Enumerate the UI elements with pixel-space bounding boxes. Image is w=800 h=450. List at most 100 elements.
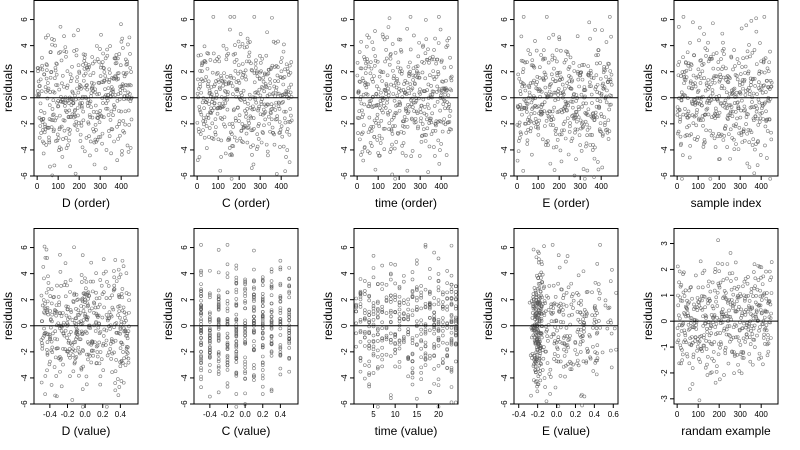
data-point [764,109,768,114]
data-point [389,393,393,397]
data-point [370,144,374,148]
data-point [573,127,578,132]
y-tick-label: 6 [500,245,509,250]
data-point [738,90,742,94]
y-tick-label: -2 [20,348,29,356]
data-point [87,65,92,69]
data-point [258,93,263,98]
data-point [413,120,418,124]
data-point [423,330,428,334]
data-point [436,70,440,74]
data-point [397,316,402,320]
data-point [683,288,688,293]
data-point [118,315,122,320]
data-point [749,287,754,291]
data-point [260,279,265,283]
data-point [449,65,453,69]
data-point [543,85,548,90]
data-point [682,294,687,298]
data-point [538,372,542,376]
data-point [558,359,563,364]
data-point [553,339,557,343]
data-point [546,60,551,65]
data-point [518,92,523,96]
data-point [284,62,289,67]
data-point [446,130,451,134]
data-point [590,133,594,137]
data-point [381,110,385,115]
data-point [727,103,732,108]
data-point [762,15,767,19]
data-point [716,67,720,71]
data-point [208,369,212,373]
y-tick-label: -2 [340,120,349,128]
data-point [112,287,117,291]
x-tick-label: 0.4 [275,410,287,419]
data-point [749,290,754,295]
data-point [419,332,423,336]
data-point [389,271,393,276]
data-point [95,350,100,354]
x-tick-label: 300 [734,182,748,191]
y-tick-label: 6 [340,17,349,22]
data-point [454,326,458,331]
data-point [544,119,549,123]
data-point [59,95,63,99]
data-point [758,41,762,45]
data-point [249,68,254,72]
data-point [556,337,560,342]
data-point [593,145,597,150]
data-point [254,100,258,105]
data-point [408,60,412,65]
data-point [552,66,556,71]
data-point [419,110,423,115]
data-point [82,294,87,299]
data-point [47,117,52,121]
data-point [423,243,428,247]
data-point [441,89,445,94]
data-point [584,111,589,115]
data-point [113,258,118,262]
data-point [680,348,684,352]
data-point [65,283,69,288]
data-point [570,136,575,141]
data-point [712,136,717,141]
data-point [402,301,406,305]
data-point [371,266,376,270]
data-point [704,339,708,343]
data-point [690,86,695,91]
data-point [707,296,711,301]
data-point [739,371,744,376]
data-point [278,326,283,331]
data-point [756,139,760,143]
data-point [734,276,738,281]
data-point [764,309,768,314]
data-point [287,160,292,164]
data-point [376,282,380,287]
data-point [269,301,274,306]
data-point [737,305,741,309]
data-point [59,58,64,63]
data-point [606,137,611,141]
data-point [543,385,547,389]
data-point [389,354,393,358]
data-point [358,319,363,324]
data-point [755,92,759,96]
data-point [736,104,741,109]
data-point [685,311,690,315]
data-point [263,82,268,86]
data-point [711,320,715,324]
data-point [197,155,202,159]
data-point [432,346,436,350]
data-point [579,70,584,75]
data-point [94,290,98,295]
data-point [593,87,598,91]
data-point [93,305,98,310]
data-point [199,298,203,303]
data-point [432,310,436,315]
data-point [59,147,64,151]
data-point [287,318,291,322]
data-point [225,271,230,276]
data-point [608,69,613,73]
data-point [218,168,223,173]
